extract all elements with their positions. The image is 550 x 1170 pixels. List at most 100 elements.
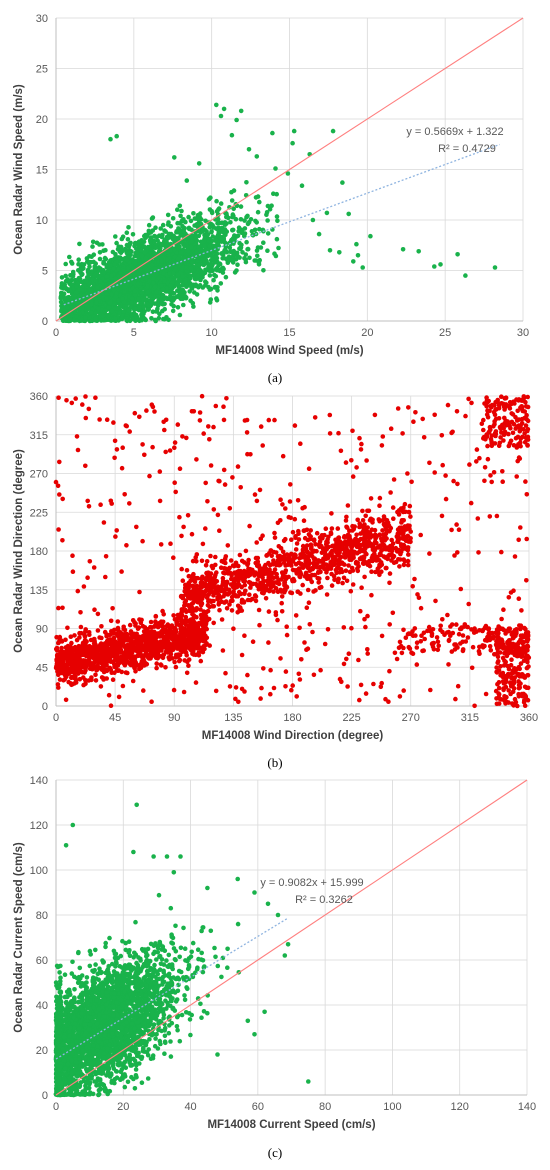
data-point	[172, 247, 177, 253]
x-tick-label: 0	[53, 712, 59, 724]
data-point	[146, 222, 152, 228]
data-point	[158, 226, 163, 231]
data-point	[104, 274, 110, 279]
data-point	[89, 301, 94, 307]
data-point	[157, 634, 163, 639]
data-point	[57, 677, 63, 682]
data-point	[201, 262, 207, 268]
x-tick-label: 0	[53, 327, 59, 339]
data-point	[203, 621, 209, 627]
data-point	[156, 315, 162, 321]
x-tick-label: 30	[517, 327, 529, 339]
data-point	[354, 241, 359, 247]
data-point	[97, 256, 103, 262]
data-point	[330, 128, 336, 134]
data-point	[90, 666, 95, 672]
data-point	[178, 278, 183, 284]
data-point	[88, 653, 93, 659]
y-tick-label: 360	[30, 391, 48, 403]
data-point	[59, 645, 64, 651]
data-point	[290, 140, 295, 146]
data-point	[214, 296, 219, 301]
data-point	[233, 216, 239, 222]
data-point	[196, 161, 202, 166]
data-point	[72, 669, 77, 675]
data-point	[107, 300, 113, 306]
data-point	[149, 316, 154, 321]
data-point	[161, 636, 167, 641]
data-point	[207, 273, 213, 278]
data-point	[106, 305, 111, 310]
x-tick-label: 225	[342, 712, 360, 724]
data-point	[224, 213, 229, 218]
data-point	[75, 281, 81, 287]
data-point	[179, 626, 184, 631]
data-point	[221, 266, 226, 272]
data-point	[162, 279, 167, 284]
data-point	[86, 260, 92, 266]
data-point	[119, 236, 125, 242]
data-point	[113, 234, 118, 239]
data-point	[186, 226, 192, 232]
data-point	[82, 634, 88, 639]
data-point	[197, 645, 203, 651]
data-point	[106, 312, 111, 318]
data-point	[194, 249, 199, 255]
data-point	[310, 217, 316, 223]
y-tick-label: 15	[36, 165, 48, 177]
data-point	[87, 264, 92, 270]
data-point	[175, 256, 181, 262]
data-point	[54, 645, 60, 651]
data-point	[98, 684, 104, 689]
data-point	[249, 229, 255, 234]
data-point	[128, 662, 133, 668]
data-point	[360, 265, 366, 270]
y-tick-label: 135	[30, 585, 48, 597]
data-point	[188, 629, 194, 634]
data-point	[246, 147, 252, 152]
data-point	[195, 273, 200, 279]
data-point	[191, 304, 196, 309]
data-point	[208, 297, 214, 302]
data-point	[183, 650, 189, 656]
data-point	[125, 670, 130, 676]
data-point	[135, 663, 141, 668]
data-point	[92, 638, 97, 644]
data-point	[244, 239, 249, 245]
data-point	[214, 251, 220, 257]
data-point	[102, 308, 108, 313]
data-point	[191, 648, 196, 653]
data-point	[170, 308, 176, 314]
data-point	[148, 237, 153, 242]
data-point	[181, 217, 186, 222]
data-point	[130, 232, 136, 237]
y-tick-label: 20	[36, 114, 48, 126]
data-point	[153, 613, 159, 619]
data-point	[179, 648, 184, 653]
data-point	[86, 268, 91, 274]
data-point	[170, 298, 176, 303]
data-point	[218, 113, 224, 119]
data-point	[255, 194, 261, 199]
data-point	[177, 203, 183, 209]
data-point	[118, 643, 123, 648]
data-point	[274, 236, 280, 242]
data-point	[74, 656, 79, 662]
data-point	[400, 247, 406, 252]
data-point	[103, 317, 108, 323]
data-point	[126, 225, 131, 230]
data-point	[93, 678, 99, 683]
data-point	[104, 291, 109, 296]
data-point	[112, 255, 118, 261]
data-point	[191, 211, 196, 216]
data-point	[188, 274, 193, 280]
data-point	[68, 273, 73, 278]
chart-panel-2: 0 45 90 135 180 225 270 315 36004590135180225270…	[13, 391, 538, 770]
data-point	[274, 214, 280, 219]
data-point	[211, 277, 216, 283]
data-point	[256, 262, 262, 267]
data-point	[63, 261, 68, 267]
data-point	[120, 633, 126, 639]
data-point	[79, 272, 84, 278]
data-point	[228, 220, 233, 225]
